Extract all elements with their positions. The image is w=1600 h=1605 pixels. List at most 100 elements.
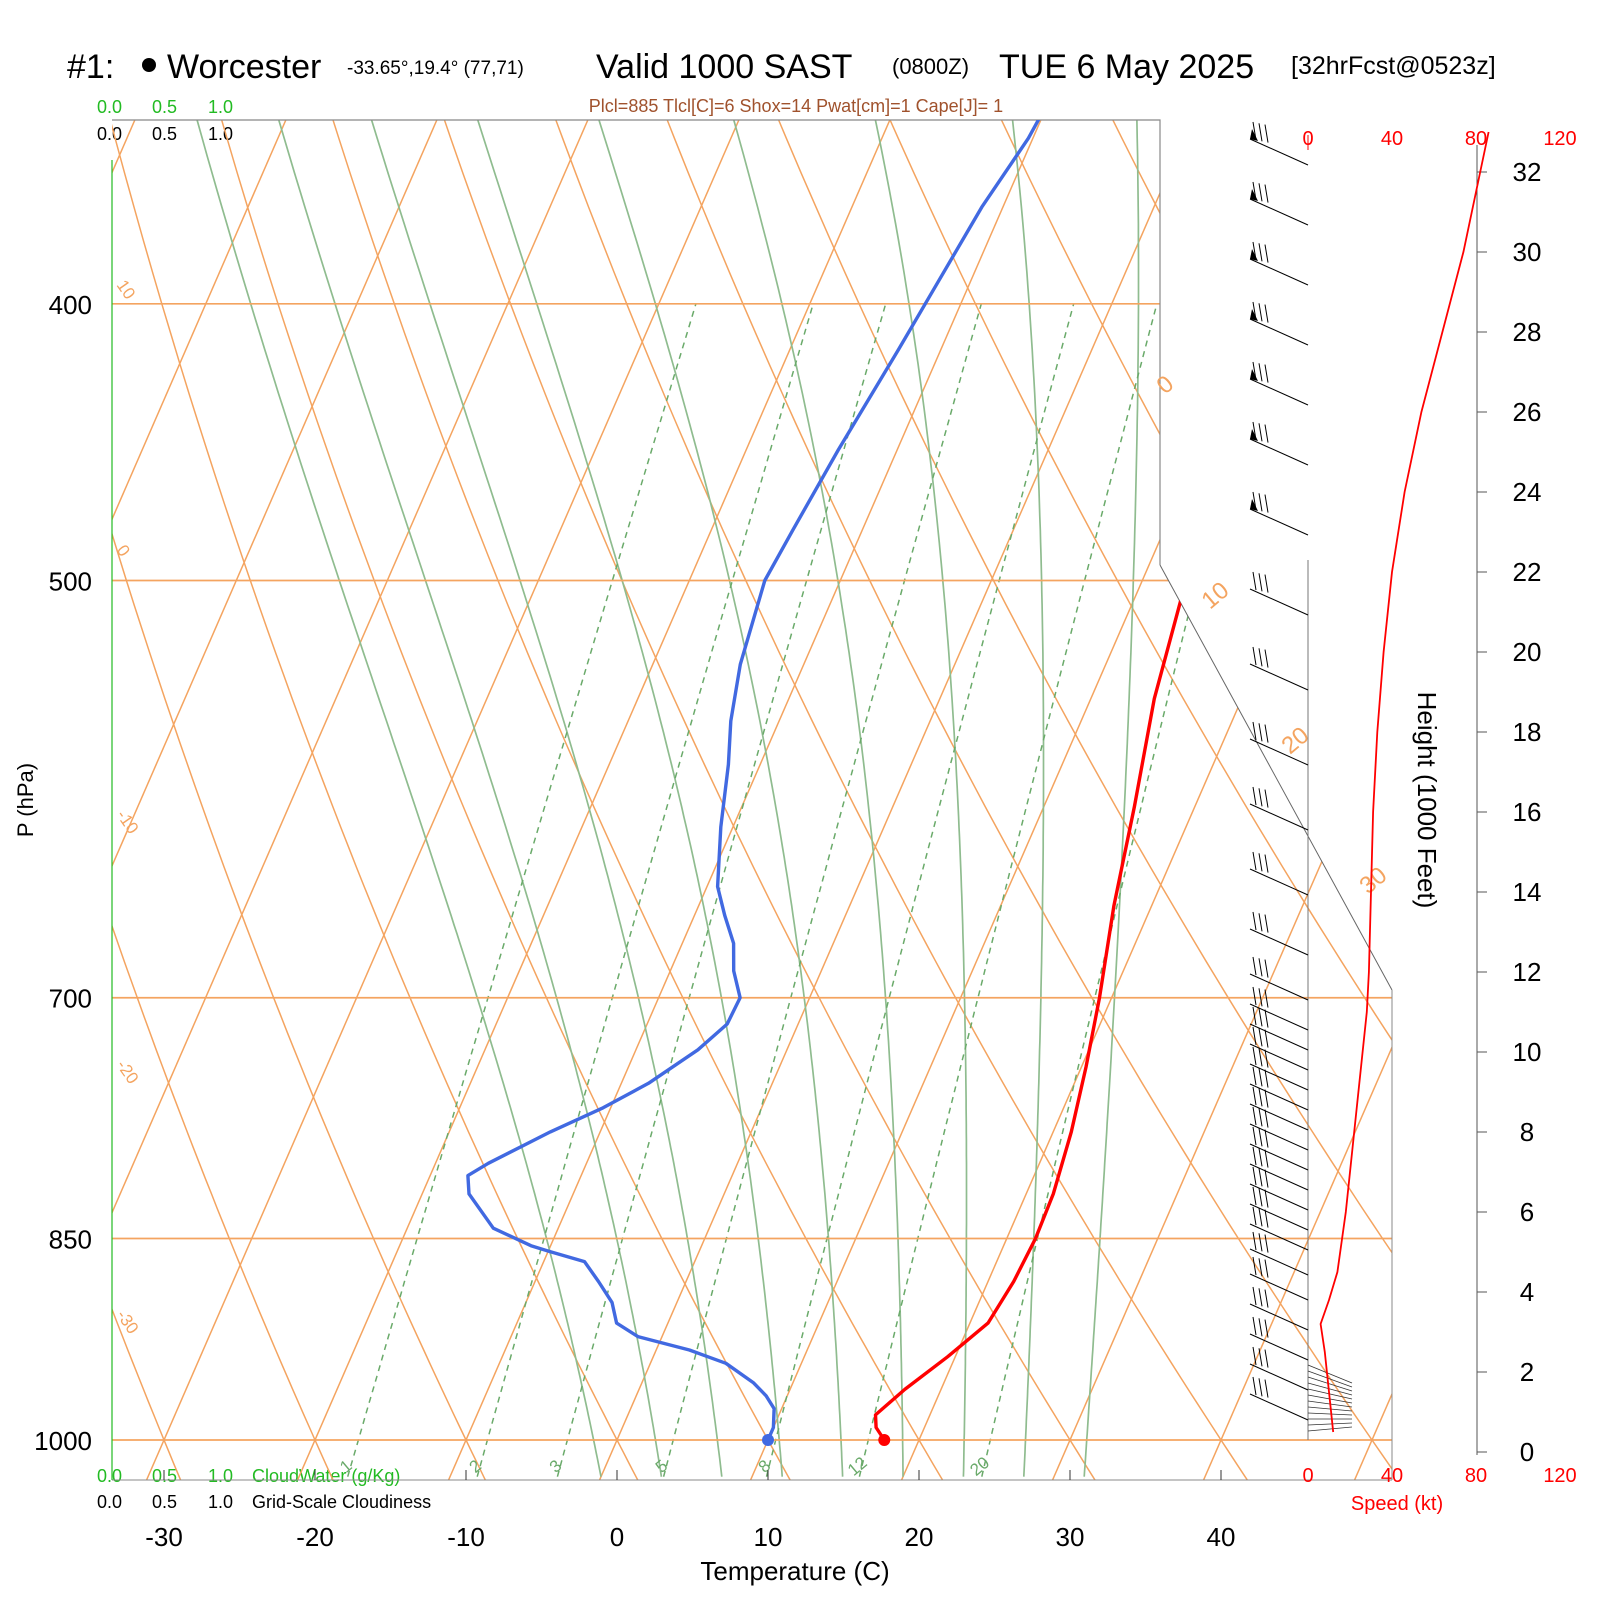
wind-barb-flag xyxy=(1259,723,1262,741)
wind-barb-flag xyxy=(1265,1235,1268,1253)
isotherm-line xyxy=(1346,0,1600,1500)
wind-barb xyxy=(1250,957,1308,1000)
mixing-ratio-label: 20 xyxy=(966,1453,993,1480)
title-forecast-info: [32hrFcst@0523z] xyxy=(1291,52,1496,80)
temperature-tick-label: 40 xyxy=(1207,1522,1236,1552)
sounding-indices: Plcl=885 Tlcl[C]=6 Shox=14 Pwat[cm]=1 Ca… xyxy=(589,96,1003,116)
wind-barb-flag xyxy=(1259,1288,1262,1306)
isotherm-line xyxy=(0,0,180,1500)
isotherm-label: -20 xyxy=(113,1056,143,1087)
height-tick-label: 32 xyxy=(1513,157,1542,187)
wind-barb-staff xyxy=(1250,589,1308,615)
speed-tick-label-top: 80 xyxy=(1465,128,1487,150)
temperature-tick-label: 10 xyxy=(754,1522,783,1552)
speed-tick-label-bottom: 120 xyxy=(1543,1465,1576,1487)
dry-adiabat-line xyxy=(1011,0,1600,1500)
wind-barb-staff xyxy=(1250,1184,1308,1210)
pressure-tick-label: 500 xyxy=(49,566,92,596)
wind-barb-staff xyxy=(1250,1144,1308,1170)
mixing-ratio-label: 12 xyxy=(844,1453,871,1480)
wind-barb-flag xyxy=(1253,957,1256,975)
wind-barb-staff xyxy=(1250,1004,1308,1030)
wind-barb-flag xyxy=(1265,650,1268,668)
wind-barb-staff xyxy=(1250,1394,1308,1420)
dry-adiabat-line xyxy=(710,0,1600,1500)
title-date: TUE 6 May 2025 xyxy=(999,48,1254,86)
height-tick-label: 24 xyxy=(1513,477,1542,507)
wind-barb-flag xyxy=(1253,912,1256,930)
wind-barb-flag xyxy=(1259,243,1262,261)
cloudiness-scale-top-1: 0.5 xyxy=(152,124,177,144)
speed-tick-label-top: 120 xyxy=(1543,128,1576,150)
wind-barb-flag xyxy=(1265,1380,1268,1398)
wind-barb-flag xyxy=(1253,1107,1256,1125)
wind-barb-flag xyxy=(1253,1087,1256,1105)
mixing-ratio-line xyxy=(557,304,885,1477)
cloud-scale-bottom: 0.0 0.5 1.0 CloudWater (g/Kg) 0.0 0.5 1.… xyxy=(97,1466,431,1512)
pressure-tick-label: 700 xyxy=(49,984,92,1014)
wind-barb-flag xyxy=(1259,123,1262,141)
wind-barb-flag xyxy=(1253,1007,1256,1025)
height-tick-label: 26 xyxy=(1513,397,1542,427)
wind-barb-flag xyxy=(1265,305,1268,323)
wind-barb-flag xyxy=(1265,425,1268,443)
mixing-ratio-line xyxy=(982,304,1267,1477)
wind-barb-staff xyxy=(1250,974,1308,1000)
dry-adiabat-label: 10 xyxy=(1197,577,1235,615)
wind-barb xyxy=(1250,122,1308,165)
isotherm-label: 10 xyxy=(113,276,139,302)
wind-barb-staff xyxy=(1250,929,1308,955)
wind-barb-flag xyxy=(1265,125,1268,143)
wind-barb-flag xyxy=(1253,1232,1256,1250)
wind-barb xyxy=(1250,787,1308,830)
height-tick-label: 30 xyxy=(1513,237,1542,267)
wind-barb-flag xyxy=(1259,493,1262,511)
dry-adiabat-line xyxy=(208,0,955,1500)
wind-barb-flag xyxy=(1253,1287,1256,1305)
pressure-tick-label: 400 xyxy=(49,290,92,320)
wind-barb-flag xyxy=(1259,958,1262,976)
cloudiness-scale-top-2: 1.0 xyxy=(208,124,233,144)
wind-barb-flag xyxy=(1265,575,1268,593)
dry-adiabat-line xyxy=(810,0,1600,1500)
isotherm-line xyxy=(1195,0,1600,1500)
dry-adiabat-label: 30 xyxy=(1355,862,1393,900)
height-tick-label: 10 xyxy=(1513,1037,1542,1067)
wind-barb-flag xyxy=(1265,990,1268,1008)
wind-barb-flag xyxy=(1265,495,1268,513)
wind-barb-flag xyxy=(1253,852,1256,870)
pressure-tick-label: 850 xyxy=(49,1224,92,1254)
moist-adiabat-line xyxy=(151,0,601,1477)
dry-adiabat-line xyxy=(911,0,1600,1500)
wind-barb-flag xyxy=(1253,1147,1256,1165)
y-axis-title: P (hPa) xyxy=(13,763,38,837)
cloudiness-scale-bottom-1: 0.5 xyxy=(152,1492,177,1512)
wind-barb-flag xyxy=(1253,1377,1256,1395)
wind-barb-staff xyxy=(1250,439,1308,465)
height-tick-label: 16 xyxy=(1513,797,1542,827)
near-surface-wind-barb xyxy=(1308,1365,1352,1383)
wind-barb-staff xyxy=(1250,319,1308,345)
wind-barb-staff xyxy=(1250,869,1308,895)
mixing-ratio-line xyxy=(477,304,813,1477)
isotherm-line xyxy=(0,0,482,1500)
wind-barb-flag xyxy=(1265,1350,1268,1368)
wind-barb xyxy=(1250,572,1308,615)
wind-barb-flag xyxy=(1265,245,1268,263)
wind-barb-flag xyxy=(1253,1167,1256,1185)
height-tick-label: 2 xyxy=(1520,1357,1534,1387)
wind-barb-flag xyxy=(1253,647,1256,665)
mixing-ratio-label: 3 xyxy=(546,1456,565,1477)
wind-barb-staff xyxy=(1250,379,1308,405)
wind-barb-flag xyxy=(1265,1260,1268,1278)
temperature-tick-label: 0 xyxy=(610,1522,624,1552)
temperature-tick-label: -20 xyxy=(296,1522,334,1552)
wind-barb-staff xyxy=(1250,139,1308,165)
wind-barb-staff xyxy=(1250,1084,1308,1110)
speed-tick-label-bottom: 80 xyxy=(1465,1465,1487,1487)
wind-barb-flag xyxy=(1265,790,1268,808)
height-tick-label: 6 xyxy=(1520,1197,1534,1227)
height-tick-label: 12 xyxy=(1513,957,1542,987)
wind-barb-flag xyxy=(1253,1127,1256,1145)
